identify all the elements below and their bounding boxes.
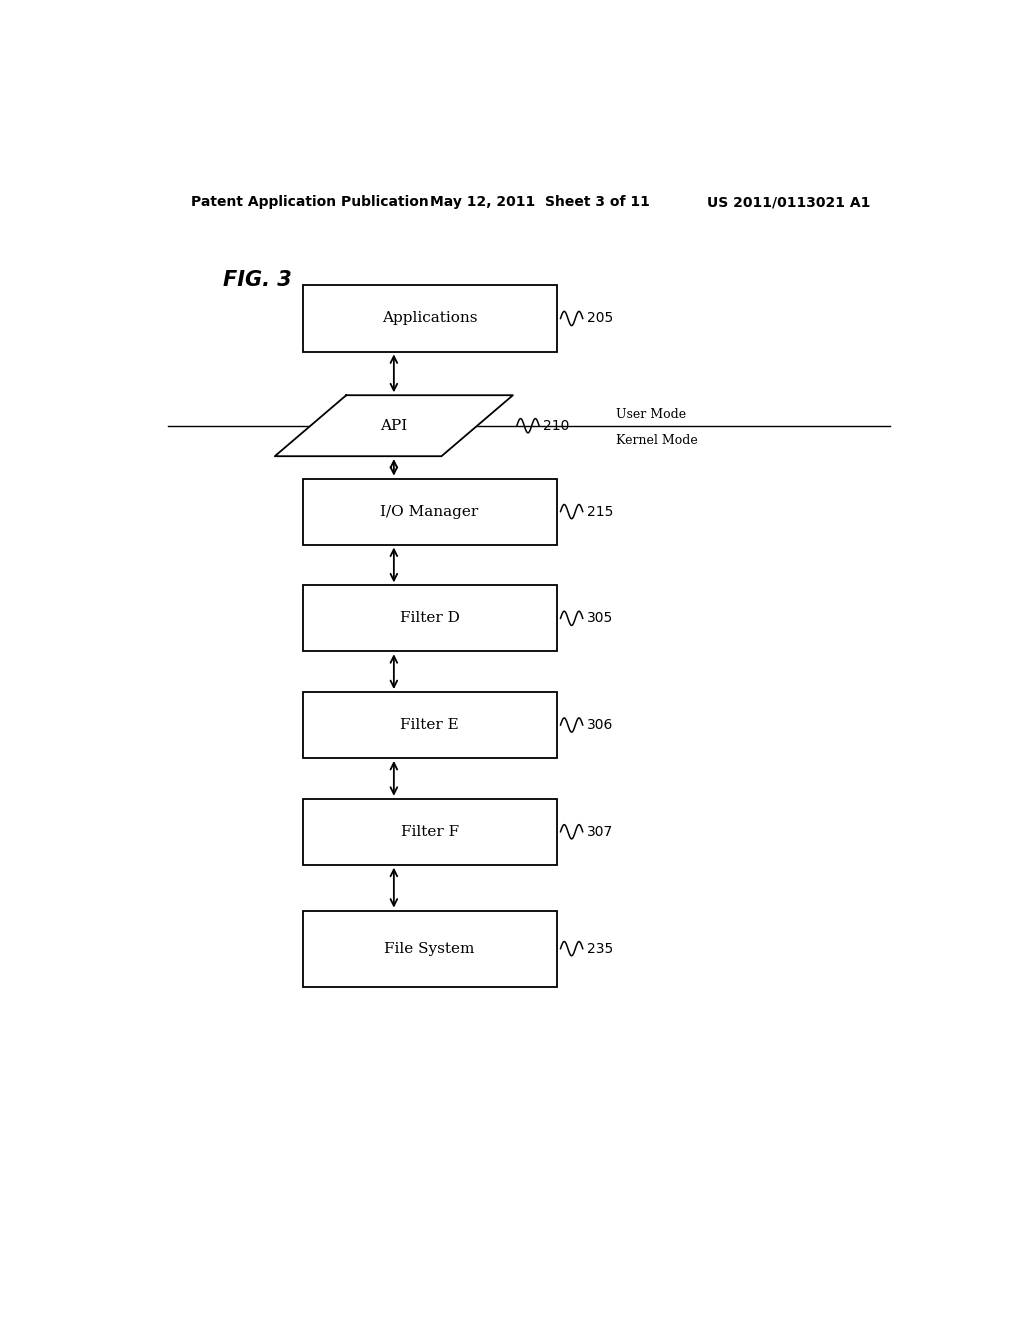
Text: API: API [380, 418, 408, 433]
Text: 306: 306 [587, 718, 613, 733]
Text: Filter D: Filter D [399, 611, 460, 626]
Text: Kernel Mode: Kernel Mode [616, 434, 697, 447]
Text: Filter E: Filter E [400, 718, 459, 733]
FancyBboxPatch shape [303, 692, 557, 758]
FancyBboxPatch shape [303, 911, 557, 987]
Text: 215: 215 [587, 504, 613, 519]
Text: 235: 235 [587, 941, 613, 956]
FancyBboxPatch shape [303, 285, 557, 351]
FancyBboxPatch shape [303, 799, 557, 865]
Text: 305: 305 [587, 611, 613, 626]
Text: 210: 210 [543, 418, 569, 433]
Text: Patent Application Publication: Patent Application Publication [191, 195, 429, 209]
Polygon shape [274, 395, 513, 457]
Text: FIG. 3: FIG. 3 [223, 271, 292, 290]
Text: 307: 307 [587, 825, 613, 838]
Text: I/O Manager: I/O Manager [381, 504, 478, 519]
Text: May 12, 2011  Sheet 3 of 11: May 12, 2011 Sheet 3 of 11 [430, 195, 649, 209]
Text: User Mode: User Mode [616, 408, 686, 421]
FancyBboxPatch shape [303, 585, 557, 651]
Text: Applications: Applications [382, 312, 477, 326]
Text: 205: 205 [587, 312, 613, 326]
Text: Filter F: Filter F [400, 825, 459, 838]
Text: File System: File System [384, 941, 475, 956]
FancyBboxPatch shape [303, 479, 557, 545]
Text: US 2011/0113021 A1: US 2011/0113021 A1 [708, 195, 870, 209]
